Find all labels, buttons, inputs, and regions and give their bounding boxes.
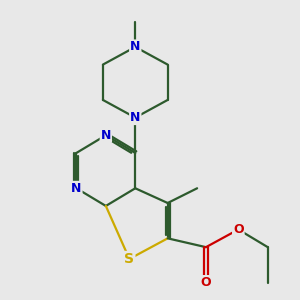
Text: N: N [100,129,111,142]
Text: N: N [130,40,140,53]
Text: O: O [201,276,211,289]
Text: O: O [233,223,244,236]
Text: S: S [124,252,134,266]
Text: N: N [71,182,82,195]
Text: N: N [130,111,140,124]
